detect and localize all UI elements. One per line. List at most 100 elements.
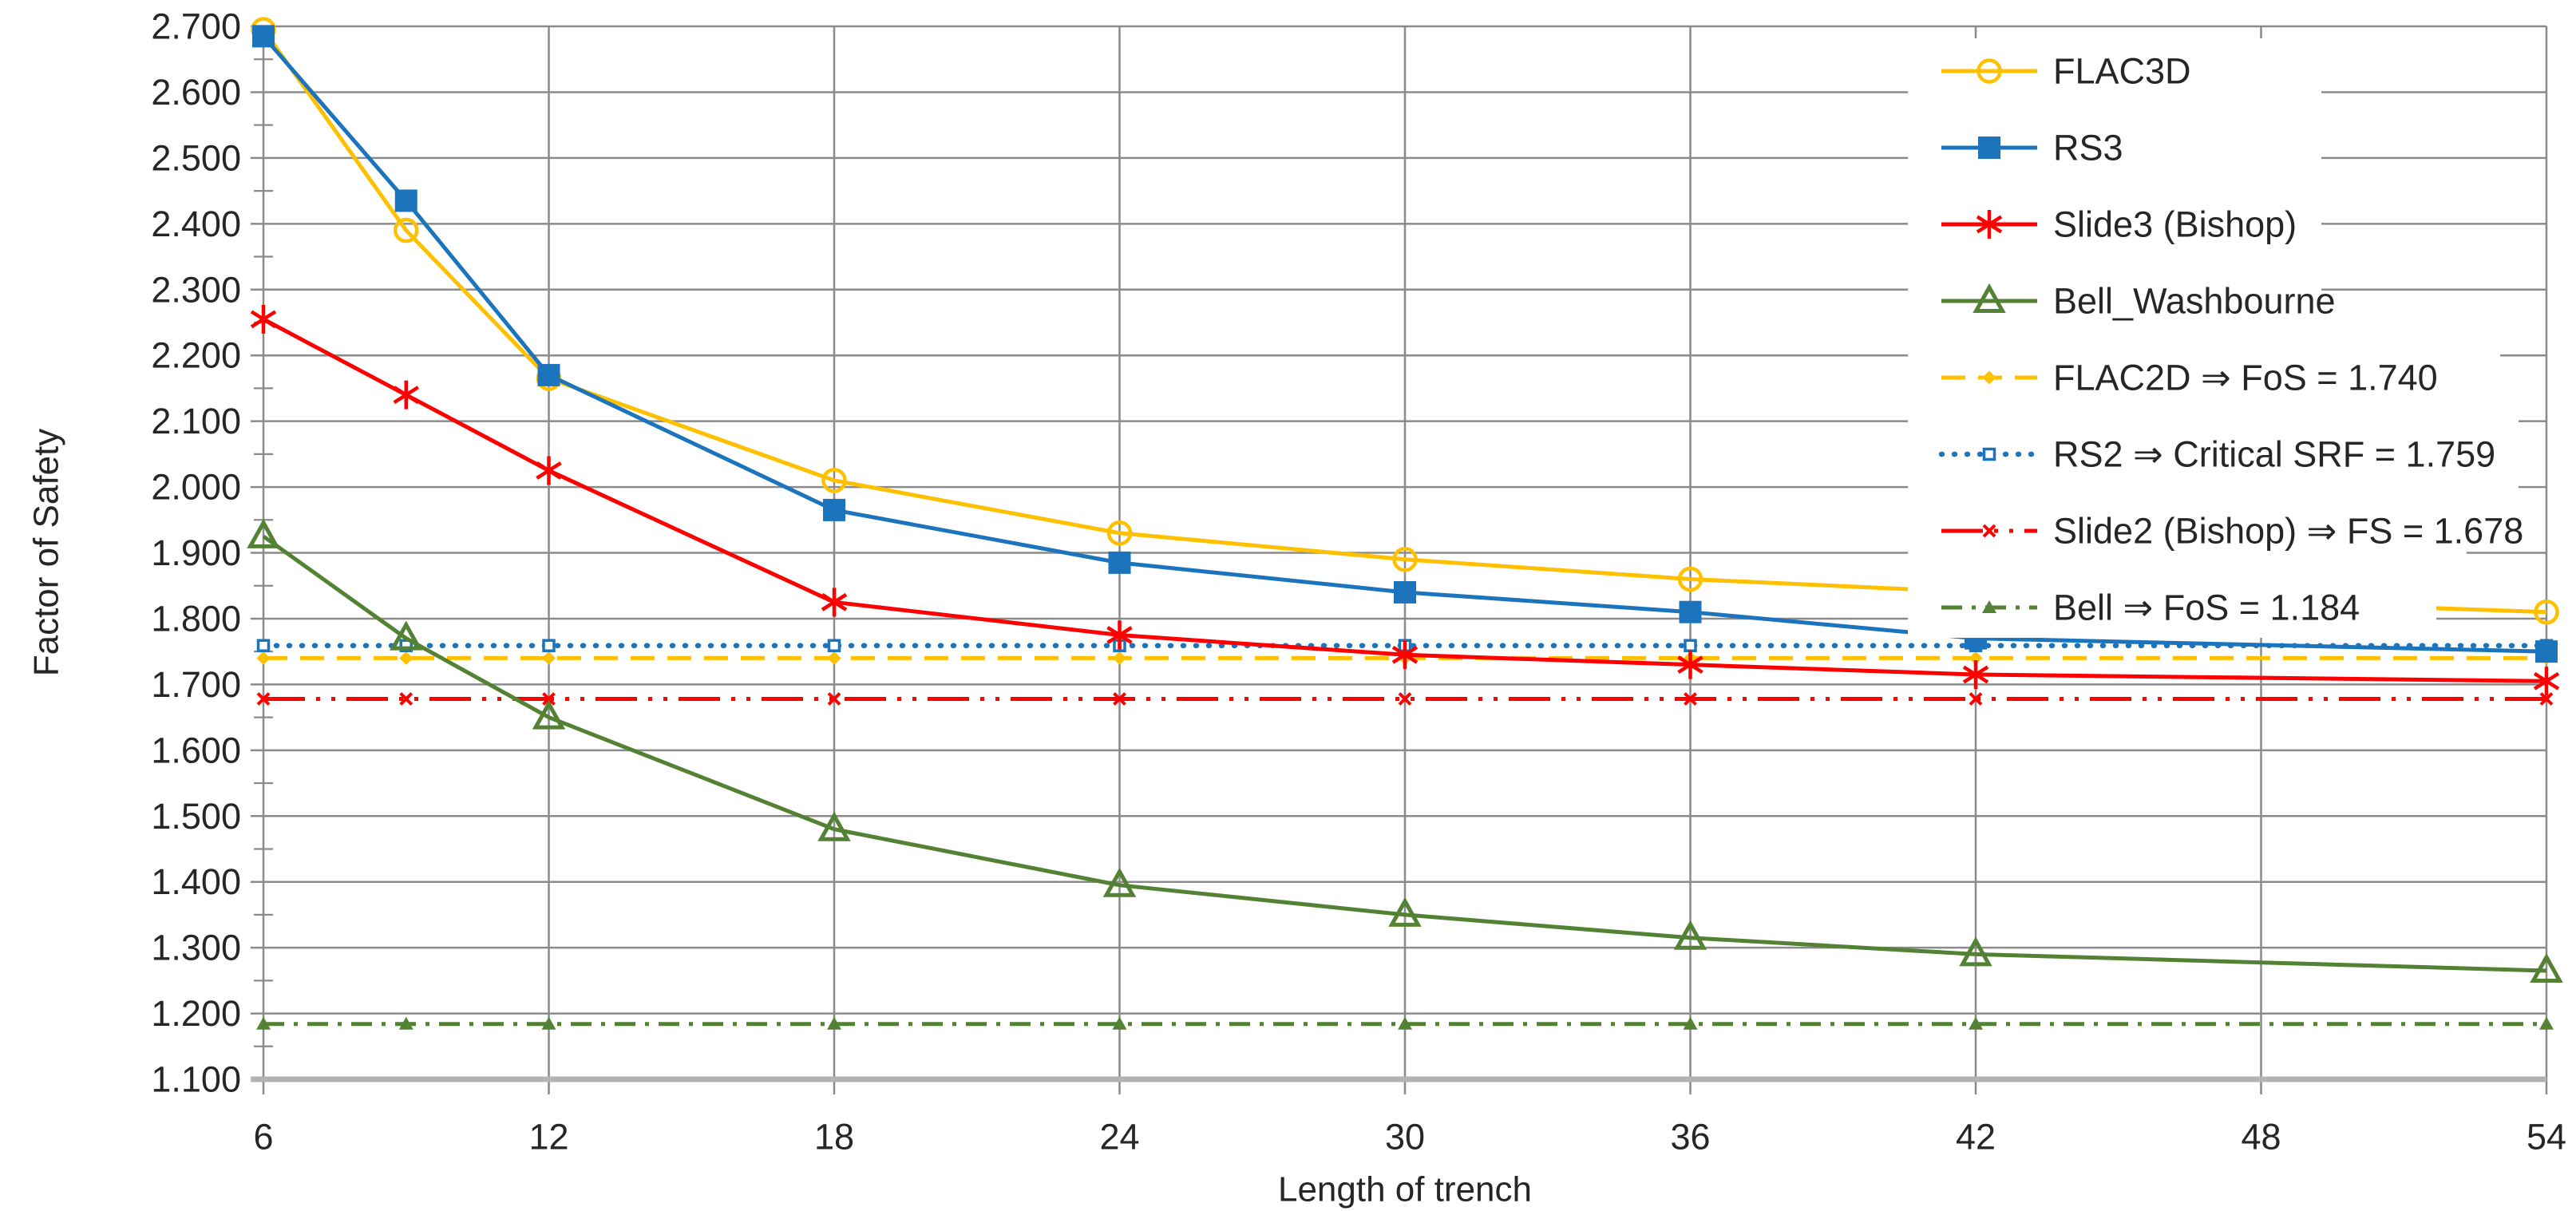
legend-row-slide2-bishop-: Slide2 (Bishop) ⇒ FS = 1.678 bbox=[1941, 511, 2523, 552]
series-marker-rs3 bbox=[1394, 580, 1416, 604]
legend-key-marker bbox=[1982, 600, 1996, 613]
series-marker-bell-washbourne bbox=[389, 620, 423, 651]
series-marker-bell-washbourne bbox=[532, 699, 566, 730]
x-tick-label: 6 bbox=[253, 1117, 273, 1158]
series-marker-flac3d bbox=[1106, 520, 1133, 546]
ref-marker-0 bbox=[827, 651, 841, 665]
ref-marker-3 bbox=[541, 1016, 556, 1030]
legend: FLAC3D RS3 Slide3 (Bishop) Bell_Washbourne F… bbox=[1908, 38, 2523, 638]
series-marker-slide3-bishop- bbox=[821, 588, 848, 617]
y-tick-label: 1.200 bbox=[151, 993, 241, 1034]
ref-marker-3 bbox=[398, 1016, 414, 1030]
legend-key-marker bbox=[1977, 58, 2002, 84]
y-axis-title: Factor of Safety bbox=[27, 429, 66, 677]
x-tick-label: 18 bbox=[814, 1117, 854, 1158]
series-marker-slide3-bishop- bbox=[1391, 640, 1419, 670]
y-tick-label: 1.800 bbox=[151, 598, 241, 639]
x-tick-label: 48 bbox=[2241, 1117, 2281, 1158]
legend-label: FLAC2D ⇒ FoS = 1.740 bbox=[2053, 358, 2438, 398]
y-tick-label: 2.200 bbox=[151, 335, 241, 376]
x-tick-label: 24 bbox=[1099, 1117, 1139, 1158]
ref-marker-0 bbox=[542, 651, 556, 665]
legend-label: FLAC3D bbox=[2053, 51, 2191, 92]
series-marker-slide3-bishop- bbox=[1106, 620, 1133, 650]
ref-marker-2 bbox=[1969, 692, 1983, 706]
axes bbox=[251, 26, 2548, 1094]
ref-marker-2 bbox=[1398, 692, 1412, 706]
series-line-bell-washbourne bbox=[262, 534, 2547, 973]
legend-row-rs2: RS2 ⇒ Critical SRF = 1.759 bbox=[1938, 434, 2495, 475]
series-marker-bell-washbourne bbox=[1673, 920, 1707, 950]
legend-row-flac3d: FLAC3D bbox=[1941, 51, 2191, 92]
series-marker-rs3 bbox=[394, 189, 417, 212]
y-tick-label: 2.500 bbox=[151, 137, 241, 178]
ref-marker-2 bbox=[2539, 692, 2554, 706]
series-marker-slide3-bishop- bbox=[1962, 660, 1989, 690]
ref-marker-2 bbox=[1684, 692, 1697, 706]
y-tick-label: 1.700 bbox=[151, 664, 241, 705]
ref-marker-3 bbox=[1398, 1016, 1412, 1030]
y-tick-label: 2.700 bbox=[151, 6, 241, 47]
y-tick-label: 2.300 bbox=[151, 269, 241, 310]
ref-marker-2 bbox=[256, 692, 271, 706]
legend-key-marker bbox=[1982, 447, 1996, 461]
series-marker-flac3d bbox=[394, 217, 419, 243]
series-marker-slide3-bishop- bbox=[393, 380, 419, 410]
legend-background bbox=[1908, 338, 2500, 414]
y-tick-label: 2.400 bbox=[151, 204, 241, 244]
ref-marker-3 bbox=[1112, 1016, 1127, 1030]
series-marker-bell-washbourne bbox=[247, 518, 280, 548]
legend-key-marker bbox=[1982, 524, 1996, 538]
legend-background bbox=[1908, 567, 2436, 638]
series-marker-bell-washbourne bbox=[1959, 936, 1992, 967]
ref-marker-3 bbox=[1683, 1016, 1698, 1030]
series-marker-rs3 bbox=[537, 363, 560, 386]
legend-key-marker bbox=[1976, 210, 2003, 239]
ref-marker-2 bbox=[827, 692, 841, 706]
legend-row-flac2d: FLAC2D ⇒ FoS = 1.740 bbox=[1941, 358, 2438, 398]
ref-marker-0 bbox=[256, 651, 271, 665]
y-tick-label: 1.900 bbox=[151, 532, 241, 573]
series-marker-flac3d bbox=[1392, 546, 1418, 572]
legend-row-bell: Bell ⇒ FoS = 1.184 bbox=[1941, 588, 2360, 628]
x-tick-label: 36 bbox=[1670, 1117, 1710, 1158]
legend-background bbox=[1908, 490, 2467, 567]
ref-marker-1 bbox=[542, 639, 556, 652]
x-tick-label: 54 bbox=[2527, 1117, 2566, 1158]
x-tick-label: 12 bbox=[528, 1117, 568, 1158]
y-tick-label: 1.400 bbox=[151, 861, 241, 902]
ref-marker-3 bbox=[256, 1016, 271, 1030]
series-marker-rs3 bbox=[1108, 551, 1131, 574]
ref-marker-0 bbox=[1113, 651, 1126, 665]
legend-row-bell-washbourne: Bell_Washbourne bbox=[1941, 281, 2336, 322]
ref-marker-2 bbox=[1113, 692, 1126, 706]
series-marker-rs3 bbox=[2535, 640, 2558, 663]
legend-background bbox=[1908, 414, 2519, 490]
y-tick-label: 2.000 bbox=[151, 467, 241, 508]
x-axis-title: Length of trench bbox=[1278, 1170, 1532, 1209]
series-marker-bell-washbourne bbox=[1102, 867, 1137, 897]
legend-label: Slide3 (Bishop) bbox=[2053, 204, 2297, 245]
series-marker-rs3 bbox=[252, 25, 275, 48]
y-tick-label: 2.100 bbox=[151, 401, 241, 441]
series-marker-flac3d bbox=[2534, 599, 2559, 625]
x-tick-label: 42 bbox=[1956, 1117, 1996, 1158]
legend-key-marker bbox=[1978, 137, 2000, 159]
series-marker-rs3 bbox=[1679, 600, 1702, 623]
y-tick-label: 1.500 bbox=[151, 796, 241, 837]
series-marker-slide3-bishop- bbox=[250, 304, 277, 334]
legend-key-marker bbox=[1973, 283, 2006, 313]
series-marker-slide3-bishop- bbox=[2533, 667, 2560, 696]
series-marker-bell-washbourne bbox=[2530, 952, 2563, 983]
series-marker-slide3-bishop- bbox=[1677, 650, 1703, 679]
legend-label: RS3 bbox=[2053, 128, 2123, 168]
y-tick-label: 2.600 bbox=[151, 72, 241, 113]
ref-marker-3 bbox=[2539, 1016, 2554, 1030]
legend-label: Slide2 (Bishop) ⇒ FS = 1.678 bbox=[2053, 511, 2523, 552]
legend-background bbox=[1908, 38, 2321, 338]
ref-marker-2 bbox=[399, 692, 414, 706]
y-tick-label: 1.300 bbox=[151, 928, 241, 968]
ref-marker-2 bbox=[542, 692, 556, 706]
